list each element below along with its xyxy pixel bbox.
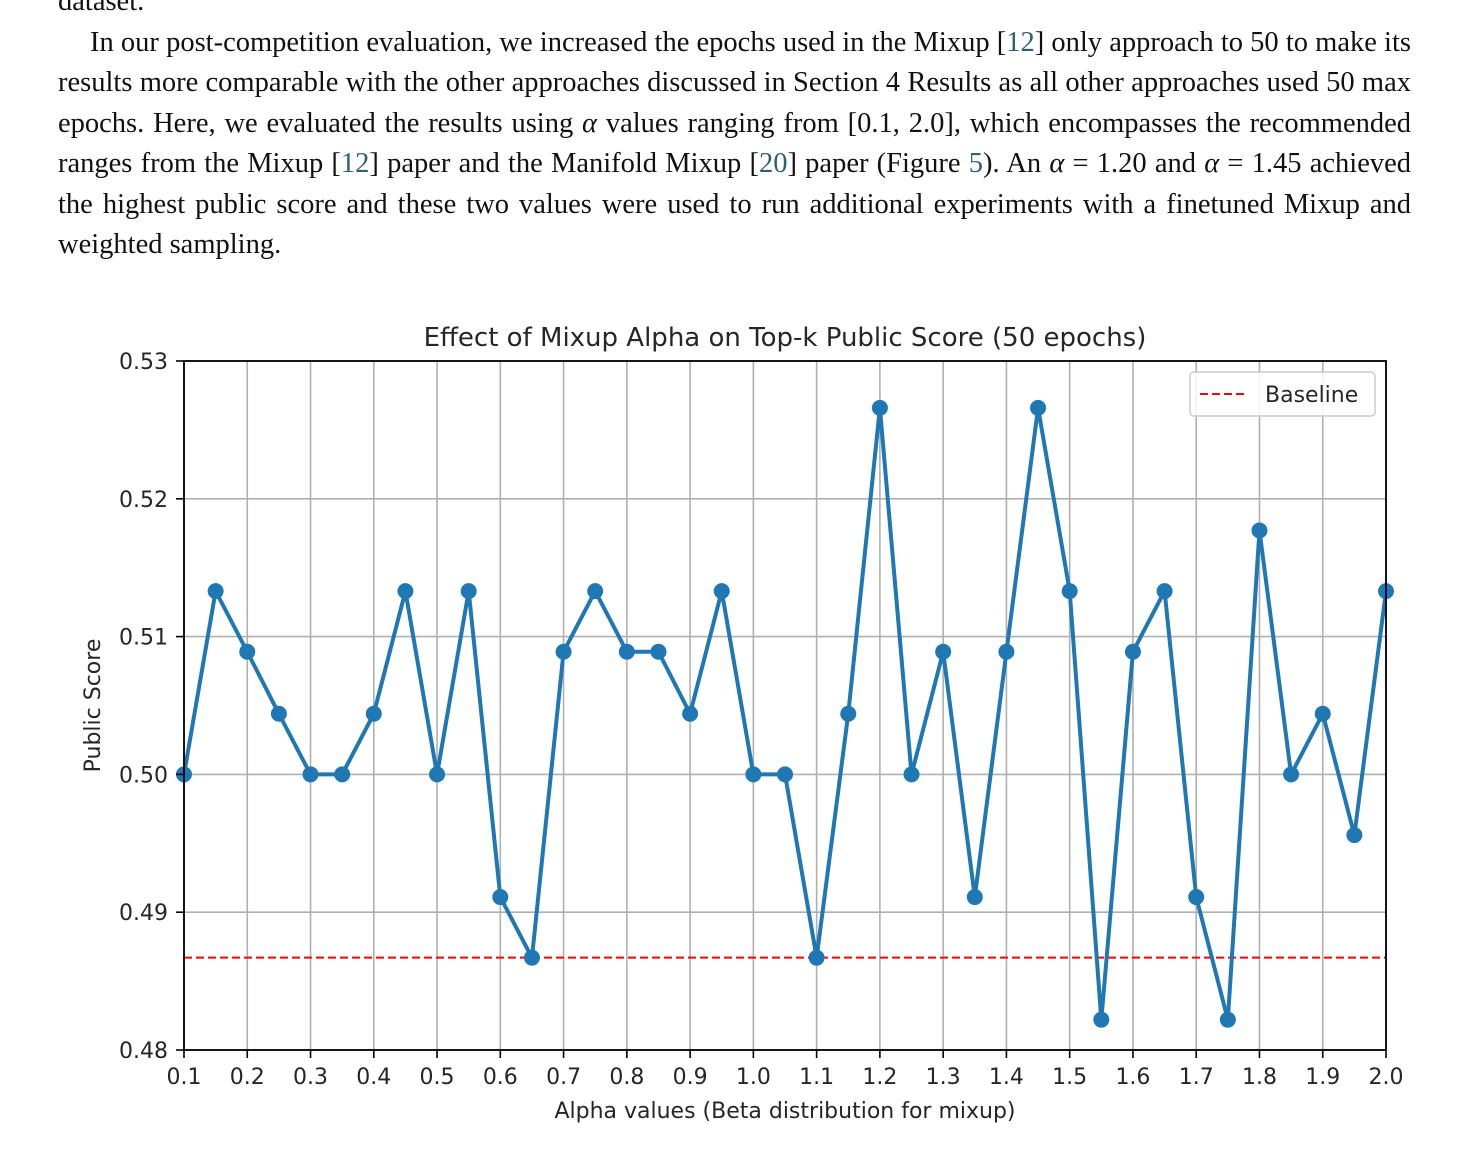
data-point	[1188, 889, 1205, 906]
x-tick-label: 0.5	[420, 1065, 455, 1090]
x-tick-label: 1.0	[736, 1065, 771, 1090]
data-point	[745, 766, 762, 783]
previous-paragraph-end: dataset.	[58, 0, 145, 17]
data-point	[302, 766, 319, 783]
y-tick-label: 0.53	[119, 350, 168, 375]
x-tick-label: 1.1	[799, 1065, 834, 1090]
y-tick-label: 0.48	[119, 1039, 168, 1064]
x-tick-label: 1.9	[1305, 1065, 1340, 1090]
data-point	[903, 766, 920, 783]
text-run: ] only approach to 50 to make its result…	[58, 26, 1411, 139]
data-point	[429, 766, 446, 783]
x-tick-label: 1.5	[1052, 1065, 1087, 1090]
chart-title: Effect of Mixup Alpha on Top-k Public Sc…	[424, 323, 1147, 353]
text-run: ). An	[983, 148, 1050, 179]
data-point	[871, 399, 888, 416]
x-tick-label: 0.1	[167, 1065, 202, 1090]
data-point	[1283, 766, 1300, 783]
data-point	[682, 705, 699, 722]
data-point	[650, 643, 667, 660]
data-point	[1061, 583, 1078, 600]
data-point	[397, 583, 414, 600]
text-run: values ranging from [0.1, 2.0], which en…	[58, 107, 1411, 180]
x-tick-label: 1.6	[1115, 1065, 1150, 1090]
data-point	[1219, 1011, 1236, 1028]
data-point	[1251, 522, 1268, 539]
math-symbol: α	[1049, 148, 1065, 179]
y-tick-label: 0.51	[119, 626, 168, 651]
y-axis-label: Public Score	[81, 639, 106, 773]
series-line	[182, 405, 1388, 1022]
x-tick-label: 0.8	[609, 1065, 644, 1090]
data-point	[1156, 583, 1173, 600]
data-point	[365, 705, 382, 722]
data-point	[935, 643, 952, 660]
x-tick-label: 1.7	[1179, 1065, 1214, 1090]
data-point	[713, 583, 730, 600]
data-point	[998, 643, 1015, 660]
citation-link[interactable]: 5	[968, 148, 984, 179]
x-tick-label: 1.2	[862, 1065, 897, 1090]
data-point	[777, 766, 793, 783]
data-point	[492, 889, 509, 906]
math-symbol: α	[582, 107, 598, 139]
legend-box	[1189, 371, 1376, 417]
data-point	[523, 949, 540, 966]
text-run: ] paper and the Manifold Mixup [	[369, 148, 759, 179]
x-tick-label: 2.0	[1369, 1065, 1404, 1090]
body-paragraph: In our post-competition evaluation, we i…	[58, 23, 1411, 266]
data-point	[270, 705, 287, 722]
citation-link[interactable]: 20	[758, 148, 788, 179]
x-tick-label: 0.4	[356, 1065, 391, 1090]
x-tick-label: 0.9	[673, 1065, 708, 1090]
data-point	[1124, 643, 1141, 660]
text-run: In our post-competition evaluation, we i…	[90, 26, 1007, 58]
y-tick-label: 0.50	[119, 763, 168, 788]
citation-link[interactable]: 12	[340, 148, 370, 179]
data-point	[555, 643, 572, 660]
text-run: = 1.20 and	[1064, 148, 1205, 179]
data-point	[239, 643, 256, 660]
data-point	[207, 583, 224, 600]
data-point	[460, 583, 477, 600]
data-point	[618, 643, 635, 660]
x-tick-label: 0.3	[293, 1065, 328, 1090]
data-point	[1093, 1011, 1110, 1028]
x-axis-label: Alpha values (Beta distribution for mixu…	[554, 1099, 1015, 1124]
data-point	[966, 889, 983, 906]
y-tick-label: 0.49	[119, 901, 168, 926]
plot-frame	[183, 360, 1387, 1051]
y-tick-label: 0.52	[119, 488, 168, 513]
document-body: dataset. In our post-competition evaluat…	[58, 0, 1411, 266]
text-run: = 1.45 achieved the highest public score…	[58, 148, 1411, 260]
data-point	[808, 949, 825, 966]
x-tick-label: 0.6	[483, 1065, 518, 1090]
line-chart: 0.1 0.2 0.3 0.4 0.5 0.6 0.7 0.8 0.9 1.0 1.1 1.2 1.3 1…	[81, 323, 1404, 1124]
data-point	[1314, 705, 1331, 722]
data-point	[334, 766, 351, 783]
x-tick-label: 1.3	[926, 1065, 961, 1090]
x-tick-label: 1.8	[1242, 1065, 1277, 1090]
citation-link[interactable]: 12	[1006, 26, 1035, 58]
x-tick-label: 1.4	[989, 1065, 1024, 1090]
text-run: ] paper (Figure	[787, 148, 969, 179]
data-point	[1346, 827, 1363, 844]
legend-baseline-label: Baseline	[1265, 383, 1358, 408]
data-point	[587, 583, 604, 600]
math-symbol: α	[1204, 148, 1220, 179]
data-point	[840, 705, 857, 722]
x-tick-label: 0.7	[546, 1065, 581, 1090]
data-point	[1030, 399, 1047, 416]
x-tick-label: 0.2	[230, 1065, 265, 1090]
